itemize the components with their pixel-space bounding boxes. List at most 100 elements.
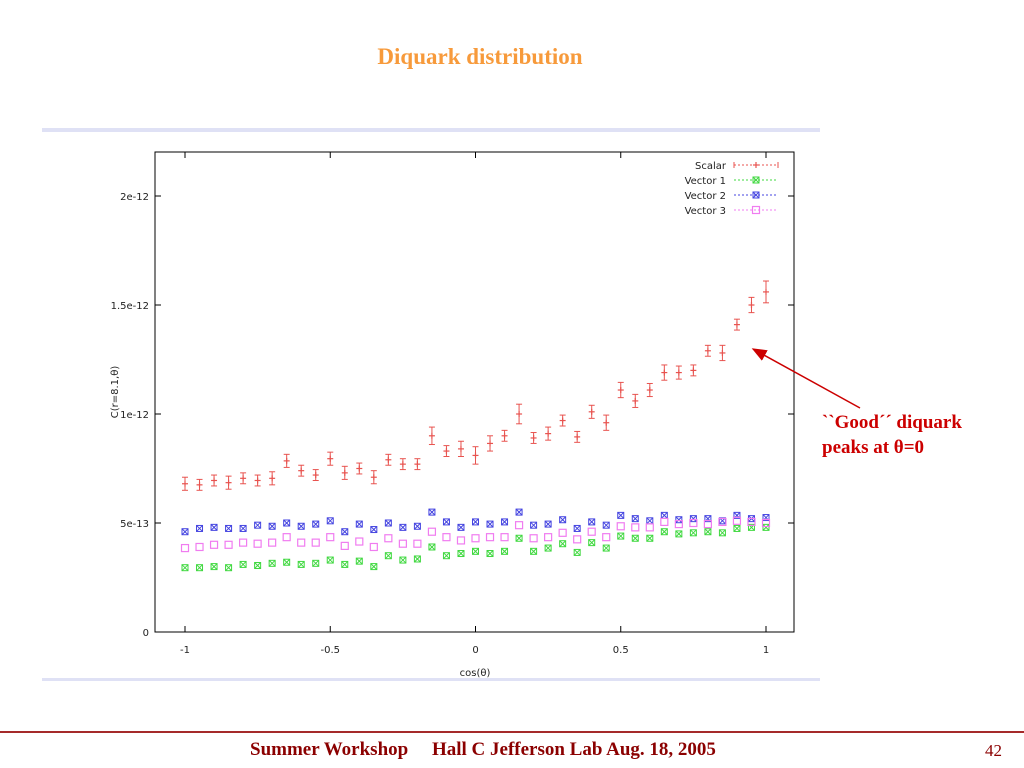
data-point xyxy=(457,445,464,452)
legend-marker xyxy=(752,176,760,184)
data-point xyxy=(763,288,769,295)
data-point xyxy=(297,522,305,530)
data-point xyxy=(660,517,669,527)
data-point xyxy=(181,528,189,536)
data-point xyxy=(514,521,524,530)
data-point xyxy=(761,518,771,528)
data-point xyxy=(442,552,450,560)
data-point xyxy=(457,523,465,531)
page-number: 42 xyxy=(985,741,1002,760)
data-point xyxy=(545,430,552,437)
data-point xyxy=(689,518,698,528)
data-point xyxy=(225,524,233,532)
data-point xyxy=(617,387,624,394)
legend-marker xyxy=(751,205,761,215)
y-axis-label: C(r=8.1,θ) xyxy=(110,366,121,419)
top-divider xyxy=(42,128,820,132)
data-point xyxy=(457,550,465,558)
data-point xyxy=(631,523,640,532)
data-point xyxy=(456,536,466,545)
data-point xyxy=(587,527,596,536)
data-point xyxy=(574,433,581,440)
data-point xyxy=(312,559,320,567)
data-point xyxy=(341,560,349,568)
data-point xyxy=(472,547,479,555)
data-point xyxy=(529,534,538,543)
data-point xyxy=(326,533,335,542)
data-point xyxy=(399,461,406,468)
slide-title: Diquark distribution xyxy=(377,44,583,69)
data-point xyxy=(282,533,291,542)
y-tick-label: 2e-12 xyxy=(120,192,149,203)
data-point xyxy=(675,516,683,524)
data-point xyxy=(472,452,479,459)
data-point xyxy=(312,520,320,528)
data-point xyxy=(631,515,639,523)
series-vector-3 xyxy=(180,516,771,553)
data-point xyxy=(732,516,742,525)
data-point xyxy=(559,540,567,548)
data-point xyxy=(269,475,276,482)
data-point xyxy=(544,533,553,542)
legend-label: Scalar xyxy=(695,161,727,172)
legend-label: Vector 1 xyxy=(685,176,726,187)
data-point xyxy=(530,521,538,529)
data-point xyxy=(660,511,668,519)
data-point xyxy=(268,559,276,567)
data-point xyxy=(254,477,261,484)
y-axis: 0 5e-13 1e-12 1.5e-12 2e-12 xyxy=(111,192,794,639)
data-point xyxy=(646,387,653,394)
data-point xyxy=(501,432,508,439)
data-point xyxy=(573,548,581,556)
data-point xyxy=(616,522,625,531)
data-point xyxy=(485,533,495,542)
data-point xyxy=(762,523,770,531)
data-point xyxy=(573,524,581,532)
data-point xyxy=(209,540,219,549)
data-point xyxy=(253,539,262,548)
data-point xyxy=(414,461,421,468)
data-point xyxy=(211,477,218,484)
data-point xyxy=(689,515,697,523)
data-point xyxy=(516,411,523,417)
data-point xyxy=(298,467,305,474)
y-tick-label: 0 xyxy=(143,628,149,639)
data-point xyxy=(733,321,740,328)
data-point xyxy=(341,469,348,476)
data-point xyxy=(515,534,523,542)
data-point xyxy=(501,547,509,555)
data-point xyxy=(210,523,218,531)
data-point xyxy=(602,521,610,529)
data-point xyxy=(369,542,378,552)
data-point xyxy=(472,518,479,526)
legend-swatch xyxy=(734,205,778,215)
series-vector-1 xyxy=(181,523,770,572)
data-point xyxy=(501,518,509,526)
data-point xyxy=(559,417,566,424)
legend-label: Vector 3 xyxy=(685,206,726,217)
annotation-arrow xyxy=(751,348,861,409)
data-point xyxy=(588,539,596,547)
legend-swatch xyxy=(734,191,778,199)
data-point xyxy=(182,480,188,487)
data-point xyxy=(283,558,291,566)
series-vector-2 xyxy=(181,508,770,536)
data-point xyxy=(675,530,683,538)
data-point xyxy=(239,538,248,547)
data-point xyxy=(646,517,654,525)
data-point xyxy=(733,524,741,532)
data-point xyxy=(297,560,305,568)
data-point xyxy=(646,534,654,542)
y-tick-label: 1.5e-12 xyxy=(111,301,149,312)
x-tick-label: 0 xyxy=(472,645,478,656)
data-point xyxy=(515,508,523,516)
data-point xyxy=(748,302,755,308)
data-point xyxy=(268,522,276,530)
data-point xyxy=(690,367,697,374)
data-point xyxy=(239,524,247,532)
data-point xyxy=(661,369,668,376)
data-point xyxy=(210,563,218,571)
data-point xyxy=(311,538,320,547)
data-point xyxy=(428,508,436,516)
